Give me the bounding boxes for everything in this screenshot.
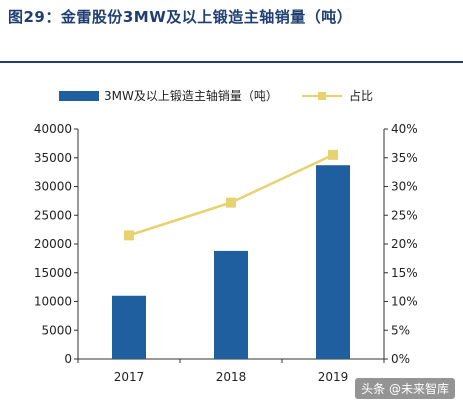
right-tick-label: 30% [391,180,418,194]
ratio-point-2017 [124,230,134,241]
bar-2018 [214,250,248,359]
ratio-point-2018 [226,197,236,208]
ratio-line-path [128,153,334,237]
x-tick-label: 2018 [216,370,247,384]
title-rule [0,61,463,63]
left-tick-label: 40000 [34,122,72,136]
left-tick-label: 15000 [34,266,72,280]
x-tick-label: 2019 [318,370,349,384]
right-tick-label: 0% [391,352,410,366]
right-tick-label: 20% [391,237,418,251]
left-tick-label: 35000 [34,151,72,165]
left-tick-label: 20000 [34,237,72,251]
bars [112,165,350,359]
legend: 3MW及以上锻造主轴销量（吨） 占比 [59,88,373,103]
right-tick-label: 5% [391,323,410,337]
legend-line-label: 占比 [349,88,373,103]
x-tick-label: 2017 [114,370,145,384]
left-tick-label: 5000 [41,323,72,337]
bar-2019 [316,165,350,359]
right-tick-label: 35% [391,151,418,165]
right-tick-label: 25% [391,208,418,222]
ratio-line [124,149,338,241]
left-tick-label: 10000 [34,295,72,309]
x-tick-labels: 2017 2018 2019 [114,370,349,384]
left-tick-label: 30000 [34,180,72,194]
legend-line-marker [318,92,326,100]
legend-bar-label: 3MW及以上锻造主轴销量（吨） [104,88,278,103]
right-tick-label: 15% [391,266,418,280]
ratio-point-2019 [328,149,338,160]
figure-title: 图29：金雷股份3MW及以上锻造主轴销量（吨） [8,8,353,26]
watermark: 头条 @未来智库 [355,378,455,399]
left-tick-label: 25000 [34,208,72,222]
left-tick-label: 0 [64,352,72,366]
right-tick-label: 40% [391,122,418,136]
legend-bar-swatch [59,91,99,101]
bar-2017 [112,295,146,359]
right-tick-label: 10% [391,295,418,309]
